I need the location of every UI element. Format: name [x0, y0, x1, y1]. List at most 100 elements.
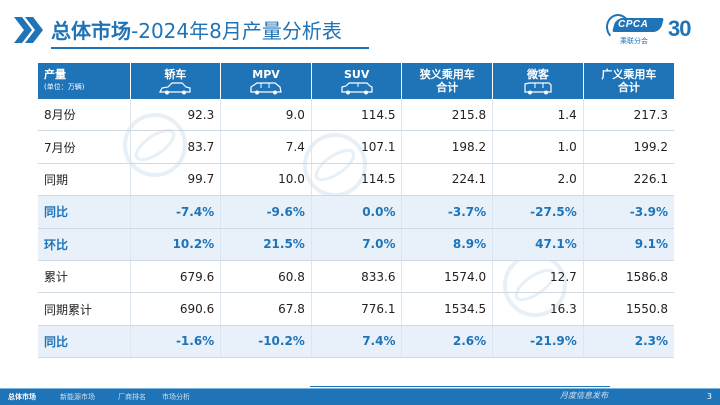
table-cell: 690.6 — [130, 292, 222, 326]
table-cell: 8.9% — [401, 228, 494, 261]
production-table: 产量 (单位：万辆) 轿车 MPV SUV 狭义乘用车 合计 微客 — [38, 63, 674, 359]
table-cell: 12.7 — [492, 260, 584, 294]
header-broad-pv-total: 广义乘用车 合计 — [583, 63, 674, 99]
table-cell: 114.5 — [311, 163, 403, 197]
anniversary-badge: 30 — [668, 16, 692, 41]
header-metric-label: 产量 — [44, 68, 66, 81]
table-cell: 1574.0 — [401, 260, 494, 294]
cpca-logo: CPCA 乘联分会 30 — [606, 14, 706, 48]
table-cell: 9.0 — [220, 99, 312, 132]
tab-market-analysis[interactable]: 市场分析 — [162, 393, 190, 401]
mpv-car-icon — [250, 81, 282, 94]
header-sedan: 轿车 — [130, 63, 222, 99]
table-cell: 199.2 — [583, 130, 674, 164]
suv-car-icon — [341, 81, 373, 94]
table-cell: -9.6% — [220, 195, 312, 229]
table-cell: 92.3 — [130, 99, 222, 132]
header-label-line2: 合计 — [436, 81, 459, 94]
table-cell: 224.1 — [401, 163, 494, 197]
table-cell: -10.2% — [220, 325, 312, 359]
header-label: 广义乘用车 — [601, 68, 657, 81]
table-cell: 226.1 — [583, 163, 674, 197]
footer-divider — [310, 386, 610, 387]
row-label: 环比 — [38, 228, 131, 261]
header-mpv: MPV — [220, 63, 312, 99]
table-cell: 679.6 — [130, 260, 222, 294]
table-row-highlight: 同比 -1.6% -10.2% 7.4% 2.6% -21.9% 2.3% — [38, 325, 674, 359]
table-row: 7月份 83.7 7.4 107.1 198.2 1.0 199.2 — [38, 130, 674, 164]
table-cell: -1.6% — [130, 325, 222, 359]
row-label: 8月份 — [38, 99, 131, 132]
row-label: 7月份 — [38, 130, 131, 164]
table-cell: 1586.8 — [583, 260, 674, 294]
table-row-highlight: 同比 -7.4% -9.6% 0.0% -3.7% -27.5% -3.9% — [38, 195, 674, 229]
table-cell: 21.5% — [220, 228, 312, 261]
table-row: 同期 99.7 10.0 114.5 224.1 2.0 226.1 — [38, 163, 674, 197]
table-cell: 215.8 — [401, 99, 494, 132]
table-row-highlight: 环比 10.2% 21.5% 7.0% 8.9% 47.1% 9.1% — [38, 228, 674, 261]
header-label: 微客 — [526, 67, 549, 81]
page-number: 3 — [706, 392, 712, 401]
footer-nav-bar: 总体市场 新能源市场 厂商排名 市场分析 月度信息发布 3 — [0, 388, 720, 405]
table-cell: 7.4 — [220, 130, 312, 164]
table-cell: 47.1% — [492, 228, 584, 261]
table-cell: -27.5% — [492, 195, 584, 229]
header-narrow-pv-total: 狭义乘用车 合计 — [401, 63, 494, 99]
tab-overall-market[interactable]: 总体市场 — [8, 393, 36, 401]
table-cell: 1534.5 — [401, 292, 494, 326]
row-label: 同期 — [38, 163, 131, 197]
header-label: MPV — [252, 67, 280, 81]
header-label: 轿车 — [164, 67, 187, 81]
minivan-icon — [524, 81, 552, 94]
table-cell: 107.1 — [311, 130, 403, 164]
header-suv: SUV — [311, 63, 403, 99]
row-label: 累计 — [38, 260, 131, 294]
table-cell: 99.7 — [130, 163, 222, 197]
table-cell: 114.5 — [311, 99, 403, 132]
table-cell: 217.3 — [583, 99, 674, 132]
table-cell: 1550.8 — [583, 292, 674, 326]
table-cell: 67.8 — [220, 292, 312, 326]
row-label: 同比 — [38, 325, 131, 359]
header-label-line2: 合计 — [617, 81, 640, 94]
table-cell: 7.4% — [311, 325, 403, 359]
table-cell: -7.4% — [130, 195, 222, 229]
sedan-car-icon — [159, 81, 191, 94]
table-header-row: 产量 (单位：万辆) 轿车 MPV SUV 狭义乘用车 合计 微客 — [38, 63, 674, 99]
table-cell: 1.0 — [492, 130, 584, 164]
table-cell: 9.1% — [583, 228, 674, 261]
table-cell: 10.2% — [130, 228, 222, 261]
footer-tagline: 月度信息发布 — [560, 391, 608, 400]
table-cell: 10.0 — [220, 163, 312, 197]
table-row: 累计 679.6 60.8 833.6 1574.0 12.7 1586.8 — [38, 260, 674, 294]
header-minivan: 微客 — [492, 63, 584, 99]
table-cell: -21.9% — [492, 325, 584, 359]
table-row: 同期累计 690.6 67.8 776.1 1534.5 16.3 1550.8 — [38, 292, 674, 326]
table-cell: 2.6% — [401, 325, 494, 359]
chevron-right-icon — [14, 17, 43, 43]
table-cell: 2.3% — [583, 325, 674, 359]
table-row: 8月份 92.3 9.0 114.5 215.8 1.4 217.3 — [38, 99, 674, 132]
page-title-subtitle: -2024年8月产量分析表 — [131, 19, 342, 43]
header-label: 狭义乘用车 — [419, 68, 475, 81]
header-unit-label: (单位：万辆) — [44, 83, 85, 91]
title-underline — [51, 47, 369, 49]
logo-text: CPCA — [618, 19, 649, 30]
logo-swoosh-icon — [606, 14, 630, 40]
footer-bar-line — [0, 388, 720, 389]
table-cell: 7.0% — [311, 228, 403, 261]
tab-manufacturer-ranking[interactable]: 厂商排名 — [118, 393, 146, 401]
table-cell: 83.7 — [130, 130, 222, 164]
tab-new-energy-market[interactable]: 新能源市场 — [60, 393, 95, 401]
table-cell: 60.8 — [220, 260, 312, 294]
page-title: 总体市场-2024年8月产量分析表 — [51, 17, 342, 45]
table-cell: 1.4 — [492, 99, 584, 132]
header-label: SUV — [343, 67, 370, 81]
page-title-section: 总体市场 — [51, 19, 131, 43]
header-metric: 产量 (单位：万辆) — [38, 63, 131, 99]
table-cell: 16.3 — [492, 292, 584, 326]
logo-subtext: 乘联分会 — [620, 37, 648, 45]
table-cell: 776.1 — [311, 292, 403, 326]
table-cell: -3.7% — [401, 195, 494, 229]
table-cell: 198.2 — [401, 130, 494, 164]
